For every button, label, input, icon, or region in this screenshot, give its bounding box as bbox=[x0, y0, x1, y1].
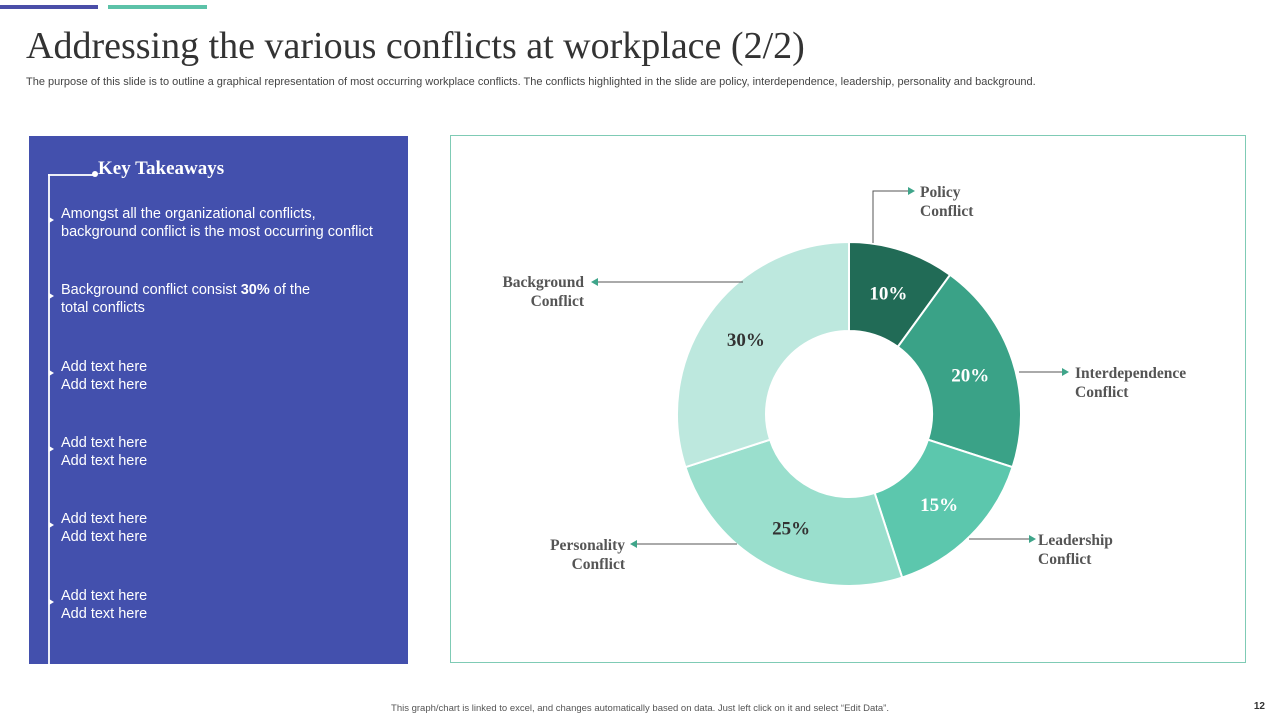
donut-slice[interactable] bbox=[676, 240, 850, 469]
takeaway-item: Amongst all the organizational conflicts… bbox=[49, 205, 401, 241]
category-label-line: Leadership bbox=[1038, 532, 1113, 549]
takeaway-line: Add text here bbox=[61, 511, 148, 527]
category-label: Background Conflict bbox=[502, 274, 584, 310]
donut-chart-frame: 10% 20% 15% 25% 30% Policy Conflict Interdepend… bbox=[450, 135, 1246, 663]
category-label-line: Personality bbox=[550, 537, 625, 554]
category-label-line: Interdependence bbox=[1075, 365, 1186, 382]
timeline-connector-line bbox=[48, 174, 94, 176]
category-label-line: Conflict bbox=[572, 556, 626, 573]
category-label: Leadership Conflict bbox=[1038, 532, 1113, 568]
takeaway-line: Add text here bbox=[61, 529, 148, 545]
takeaway-item: Add text here Add text here bbox=[49, 587, 401, 623]
slice-value-label: 15% bbox=[920, 495, 958, 516]
takeaway-highlight: 30% bbox=[240, 282, 270, 298]
bullet-arrow-icon bbox=[49, 446, 54, 452]
takeaway-line: Add text here bbox=[61, 606, 148, 622]
category-label-line: Background bbox=[502, 274, 584, 291]
takeaway-line: background conflict is the most occurrin… bbox=[61, 224, 373, 240]
category-label-line: Conflict bbox=[1075, 384, 1129, 401]
takeaway-line: Add text here bbox=[61, 377, 148, 393]
accent-bar-teal bbox=[108, 5, 207, 9]
slice-value-label: 20% bbox=[951, 366, 989, 387]
takeaway-line: Add text here bbox=[61, 359, 148, 375]
category-label: Interdependence Conflict bbox=[1075, 365, 1186, 401]
slice-value-label: 10% bbox=[869, 284, 907, 305]
bullet-arrow-icon bbox=[49, 217, 54, 223]
bullet-arrow-icon bbox=[49, 599, 54, 605]
category-label-line: Conflict bbox=[1038, 551, 1092, 568]
page-title: Addressing the various conflicts at work… bbox=[26, 25, 805, 67]
slice-value-label: 30% bbox=[727, 330, 765, 351]
takeaway-line: Add text here bbox=[61, 588, 148, 604]
accent-bar-blue bbox=[0, 5, 98, 9]
bullet-arrow-icon bbox=[49, 293, 54, 299]
takeaway-item: Add text here Add text here bbox=[49, 510, 401, 546]
slice-value-label: 25% bbox=[772, 519, 810, 540]
takeaway-line: total conflicts bbox=[61, 300, 145, 316]
key-takeaways-panel: Key Takeaways Amongst all the organizati… bbox=[29, 136, 408, 664]
donut-slice[interactable] bbox=[684, 438, 904, 587]
category-label-line: Policy bbox=[920, 184, 961, 201]
donut-slice[interactable] bbox=[896, 273, 1022, 469]
takeaway-line: Amongst all the organizational conflicts… bbox=[61, 206, 316, 222]
page-number: 12 bbox=[1253, 701, 1265, 712]
leader-arrow-line bbox=[872, 187, 915, 243]
donut-chart[interactable]: 10%20%15%25%30%Policy ConflictInterdepend… bbox=[451, 136, 1247, 664]
takeaway-line: Add text here bbox=[61, 435, 148, 451]
takeaway-item: Add text here Add text here bbox=[49, 434, 401, 470]
takeaway-text: of the bbox=[269, 282, 311, 298]
category-label: Personality Conflict bbox=[550, 537, 626, 573]
timeline-vertical-line bbox=[48, 174, 50, 664]
footer-note: This graph/chart is linked to excel, and… bbox=[391, 703, 889, 714]
bullet-arrow-icon bbox=[49, 370, 54, 376]
key-takeaways-heading: Key Takeaways bbox=[98, 158, 225, 179]
takeaway-text: Background conflict consist bbox=[61, 282, 241, 298]
takeaway-line: Add text here bbox=[61, 453, 148, 469]
takeaway-line: Background conflict consist 30% of the bbox=[61, 281, 401, 299]
category-label-line: Conflict bbox=[920, 203, 974, 220]
category-label: Policy Conflict bbox=[920, 184, 974, 220]
timeline-dot bbox=[92, 171, 98, 177]
page-subtitle: The purpose of this slide is to outline … bbox=[26, 76, 1036, 88]
category-label-line: Conflict bbox=[531, 293, 585, 310]
bullet-arrow-icon bbox=[49, 522, 54, 528]
takeaway-item: Add text here Add text here bbox=[49, 358, 401, 394]
takeaway-item: Background conflict consist 30% of the t… bbox=[49, 281, 401, 317]
